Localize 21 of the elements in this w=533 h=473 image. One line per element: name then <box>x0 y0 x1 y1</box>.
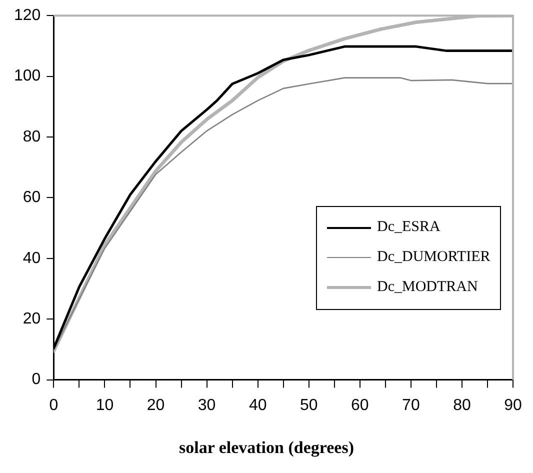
legend-label: Dc_ESRA <box>377 219 440 236</box>
y-tick-label: 0 <box>32 371 41 388</box>
x-tick-label: 10 <box>96 396 114 414</box>
y-tick-label: 60 <box>22 189 41 206</box>
y-tick-label: 100 <box>14 68 41 85</box>
x-tick-label: 90 <box>504 396 522 414</box>
x-tick-label: 0 <box>49 396 58 414</box>
x-tick-label: 30 <box>198 396 216 414</box>
x-tick-label: 40 <box>248 396 267 414</box>
x-tick-label: 20 <box>146 396 165 414</box>
x-tick-label: 80 <box>453 396 471 414</box>
x-axis-title: solar elevation (degrees) <box>178 438 355 458</box>
y-tick-label: 120 <box>14 7 41 24</box>
x-tick-label: 50 <box>300 396 318 414</box>
y-tick-label: 20 <box>22 310 41 328</box>
y-tick-label: 40 <box>22 250 41 267</box>
legend-label: Dc_DUMORTIER <box>377 249 490 266</box>
x-tick-label: 70 <box>402 396 420 414</box>
x-tick-label: 60 <box>351 396 369 414</box>
legend-label: Dc_MODTRAN <box>377 279 478 296</box>
y-tick-label: 80 <box>22 128 41 146</box>
